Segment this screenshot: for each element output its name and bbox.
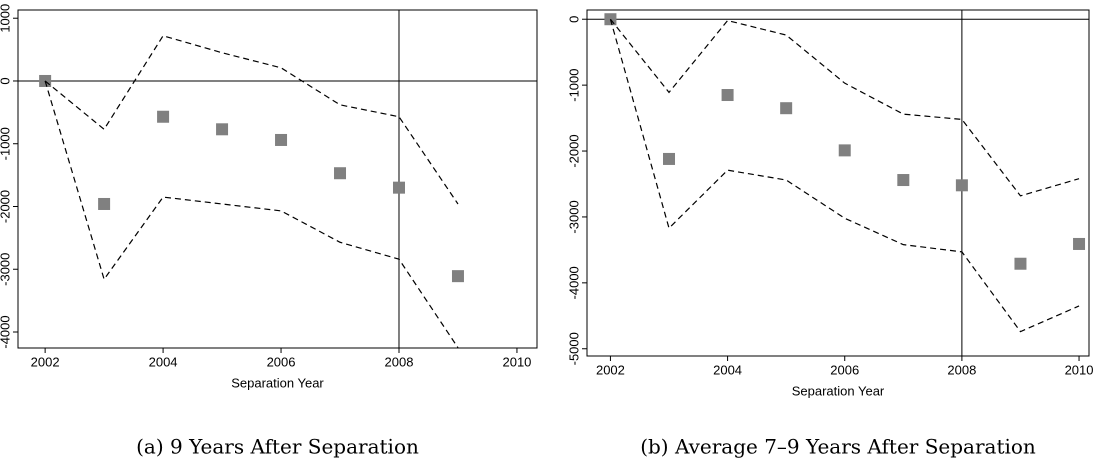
point [1014,257,1027,270]
ci-line [609,18,1080,197]
x-tick-label: 2010 [1065,362,1094,377]
y-tick-label: 0 [566,16,581,23]
x-tick-label: 2004 [149,354,178,369]
point [897,174,910,187]
x-axis-label: Separation Year [792,383,885,398]
y-tick-label: -5000 [566,332,581,365]
point [157,110,170,123]
y-tick-label: -4000 [0,315,12,348]
y-tick-label: -2000 [566,134,581,167]
x-tick-label: 2008 [385,354,414,369]
point [334,167,347,180]
x-tick-label: 2010 [502,354,531,369]
point [392,181,405,194]
y-tick-label: -2000 [0,190,12,223]
point [721,89,734,102]
point [663,152,676,165]
ci-line [609,19,1080,333]
y-tick-label: 1000 [0,4,12,33]
y-tick-label: -1000 [566,69,581,102]
caption: (b) Average 7–9 Years After Separation [640,435,1036,459]
x-tick-label: 2006 [267,354,296,369]
y-tick-label: -3000 [0,253,12,286]
x-tick-label: 2002 [31,354,60,369]
point [604,13,617,26]
plot-frame [586,9,1090,357]
ci-line [44,35,459,205]
point [216,123,229,136]
point [780,102,793,115]
x-tick-label: 2004 [713,362,742,377]
point [955,179,968,192]
ci-line [44,80,459,349]
point [451,270,464,283]
point [98,197,111,210]
caption: (a) 9 Years After Separation [136,435,419,459]
x-tick-label: 2006 [830,362,859,377]
point [275,133,288,146]
point [838,144,851,157]
x-axis-label: Separation Year [231,375,324,390]
plot-frame [17,9,538,349]
x-tick-label: 2002 [596,362,625,377]
y-tick-label: -4000 [566,266,581,299]
point [1073,237,1086,250]
y-tick-label: -3000 [566,200,581,233]
y-tick-label: 0 [0,77,12,84]
y-tick-label: -1000 [0,127,12,160]
x-tick-label: 2008 [947,362,976,377]
